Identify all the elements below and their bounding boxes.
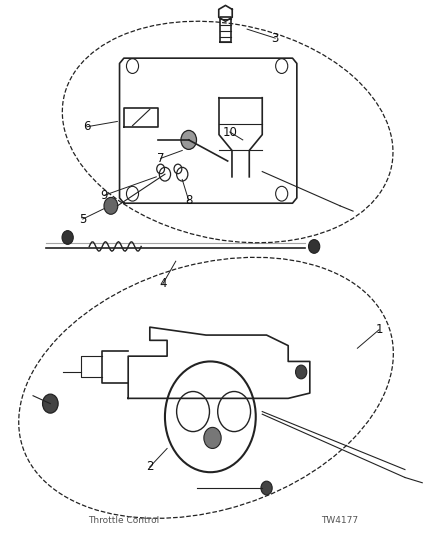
Text: 3: 3 — [272, 31, 279, 45]
Circle shape — [42, 394, 58, 413]
Text: 8: 8 — [185, 194, 192, 207]
Text: 5: 5 — [79, 213, 86, 225]
Circle shape — [261, 481, 272, 495]
Text: 6: 6 — [83, 120, 91, 133]
Circle shape — [308, 240, 320, 253]
Text: 1: 1 — [375, 324, 383, 336]
Text: Throttle Control: Throttle Control — [88, 516, 159, 525]
Circle shape — [104, 197, 118, 214]
Text: 2: 2 — [146, 461, 154, 473]
Text: 9: 9 — [101, 189, 108, 202]
Circle shape — [181, 131, 197, 149]
Text: 7: 7 — [157, 152, 164, 165]
Circle shape — [204, 427, 221, 448]
Circle shape — [296, 365, 307, 379]
Text: TW4177: TW4177 — [321, 516, 359, 525]
Text: 4: 4 — [159, 277, 166, 290]
Text: 10: 10 — [223, 125, 237, 139]
Circle shape — [62, 231, 73, 244]
